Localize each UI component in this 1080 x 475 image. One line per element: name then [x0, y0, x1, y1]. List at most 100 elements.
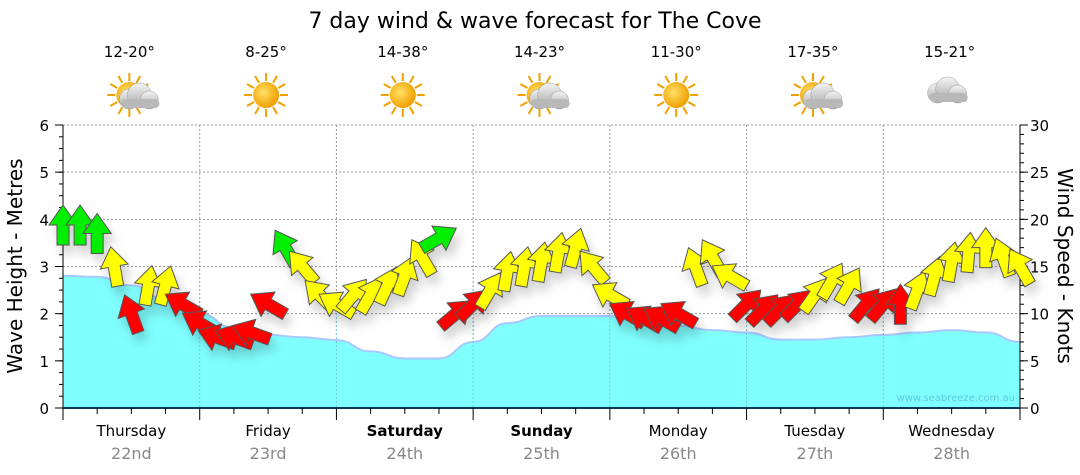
wave-height-line	[62, 274, 1021, 360]
day-temperature: 11-30°	[651, 43, 702, 61]
sun-ray	[277, 101, 286, 107]
sun-ray	[682, 75, 689, 84]
right-tick-label: 30	[1030, 117, 1049, 135]
sun-ray	[383, 101, 392, 107]
wind-arrow-red	[249, 291, 290, 321]
date-label: 24th	[386, 444, 423, 463]
cloud-base	[929, 93, 968, 102]
wind-arrow-yellow	[150, 265, 180, 307]
sun-ray	[545, 106, 552, 115]
sun-ray	[687, 101, 696, 107]
wind-arrow-yellow	[579, 250, 611, 287]
sun-ray	[527, 75, 534, 84]
wind-arrow-yellow	[1007, 248, 1036, 288]
watermark: www.seabreeze.com.au	[897, 393, 1015, 404]
partly-cloudy-icon	[790, 73, 843, 117]
left-tick-label: 3	[39, 259, 49, 277]
sun-ray	[687, 83, 696, 89]
sun-ray	[408, 75, 415, 84]
cloud-base	[121, 99, 160, 108]
sun-ray	[801, 106, 807, 115]
sun-ray	[272, 75, 278, 84]
sun-ray	[819, 75, 825, 84]
day-label: Monday	[649, 422, 708, 440]
wind-arrow-yellow	[133, 264, 164, 307]
sun-ray	[682, 106, 689, 115]
sun-ray	[414, 83, 423, 89]
day-label: Wednesday	[908, 422, 995, 440]
wind-arrow-red	[117, 294, 146, 336]
cloud-base	[531, 99, 570, 108]
sun-ray	[135, 106, 142, 115]
sun-ray	[117, 75, 124, 84]
date-label: 22nd	[111, 444, 152, 463]
cloud-shape	[802, 82, 843, 110]
right-tick-label: 0	[1030, 400, 1040, 418]
wind-arrow-yellow	[390, 256, 419, 298]
wave-height-area	[63, 275, 1020, 408]
right-tick-label: 15	[1030, 259, 1049, 277]
sun-ray	[656, 101, 665, 107]
date-label: 23rd	[250, 444, 287, 463]
sun-ray	[109, 83, 118, 89]
wind-arrow-yellow	[99, 245, 130, 288]
sunny-icon	[380, 73, 425, 117]
sun-ray	[246, 101, 255, 107]
day-temperature: 17-35°	[787, 43, 838, 61]
date-label: 26th	[660, 444, 697, 463]
wind-arrow-yellow	[833, 267, 862, 307]
left-tick-label: 5	[39, 164, 49, 182]
date-label: 27th	[797, 444, 834, 463]
sun-ray	[272, 106, 278, 115]
wind-arrow-green	[65, 204, 96, 246]
sun-disc	[389, 82, 416, 108]
sun-ray	[664, 75, 671, 84]
day-temperature: 14-23°	[514, 43, 565, 61]
chart-title: 7 day wind & wave forecast for The Cove	[308, 9, 761, 34]
sunny-icon	[244, 73, 289, 117]
day-label: Sunday	[510, 422, 573, 440]
wind-arrow-red	[231, 318, 273, 347]
wind-arrow-green	[417, 225, 458, 255]
sun-ray	[246, 83, 255, 89]
sun-ray	[277, 83, 286, 89]
sun-ray	[117, 106, 124, 115]
sun-ray	[545, 75, 552, 84]
partly-cloudy-icon	[517, 73, 570, 117]
sun-disc	[253, 82, 280, 108]
sun-disc	[663, 82, 690, 108]
sunny-icon	[654, 73, 699, 117]
wind-arrow-yellow	[919, 255, 949, 298]
day-temperature: 8-25°	[245, 43, 287, 61]
sun-ray	[527, 106, 534, 115]
sun-ray	[656, 83, 665, 89]
left-tick-label: 0	[39, 400, 49, 418]
sun-ray	[109, 101, 118, 107]
sun-ray	[390, 75, 397, 84]
sun-ray	[135, 75, 142, 84]
right-tick-label: 20	[1030, 211, 1049, 229]
date-label: 28th	[933, 444, 970, 463]
cloud-shape	[529, 82, 570, 110]
sun-ray	[664, 106, 671, 115]
day-temperature: 14-38°	[377, 43, 428, 61]
wind-arrow-red	[885, 283, 916, 325]
sun-ray	[519, 101, 528, 107]
wind-arrow-yellow	[970, 226, 1001, 269]
sun-ray	[793, 83, 802, 89]
day-temperature: 12-20°	[104, 43, 155, 61]
wind-arrow-red	[643, 305, 683, 335]
cloud-shape	[927, 76, 968, 104]
day-temperature: 15-21°	[924, 43, 975, 61]
cloud-shape	[119, 82, 160, 110]
sun-ray	[390, 106, 397, 115]
partly-cloudy-icon	[107, 73, 160, 117]
left-axis-title: Wave Height - Metres	[3, 158, 27, 373]
right-axis-title: Wind Speed - Knots	[1053, 168, 1077, 364]
date-label: 25th	[523, 444, 560, 463]
cloud-base	[804, 99, 843, 108]
sun-ray	[801, 75, 807, 84]
day-label: Thursday	[95, 422, 166, 440]
cloudy-icon	[927, 76, 968, 104]
